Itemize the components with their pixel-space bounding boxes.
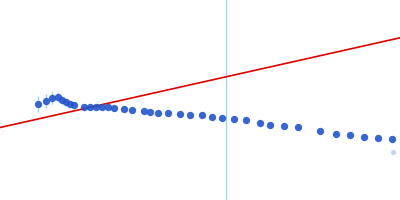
Point xyxy=(87,105,93,109)
Point xyxy=(209,115,215,119)
Point xyxy=(81,105,87,109)
Point xyxy=(141,109,147,113)
Point xyxy=(155,111,161,115)
Point xyxy=(111,106,117,110)
Point xyxy=(71,103,77,107)
Point xyxy=(295,125,301,129)
Point xyxy=(147,110,153,114)
Point xyxy=(281,124,287,128)
Point xyxy=(257,121,263,125)
Point xyxy=(267,123,273,127)
Point xyxy=(361,135,367,139)
Point xyxy=(219,116,225,120)
Point xyxy=(177,112,183,116)
Point xyxy=(121,107,127,111)
Point xyxy=(317,129,323,133)
Point xyxy=(67,102,73,106)
Point xyxy=(375,136,381,140)
Point xyxy=(347,133,353,137)
Point xyxy=(93,105,99,109)
Point xyxy=(389,137,395,141)
Point xyxy=(43,99,49,103)
Point xyxy=(129,108,135,112)
Point xyxy=(165,111,171,115)
Point xyxy=(243,118,249,122)
Point xyxy=(63,100,69,104)
Point xyxy=(105,105,111,109)
Point xyxy=(59,98,65,102)
Point xyxy=(231,117,237,121)
Point xyxy=(35,102,41,106)
Point xyxy=(49,96,55,100)
Point xyxy=(99,105,105,109)
Point xyxy=(187,113,193,117)
Point xyxy=(333,132,339,136)
Point xyxy=(199,113,205,117)
Point xyxy=(390,150,396,154)
Point xyxy=(55,95,61,99)
